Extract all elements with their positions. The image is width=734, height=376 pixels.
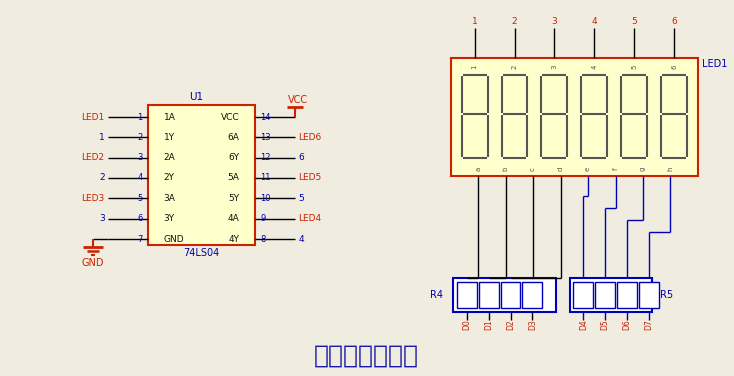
Text: 9: 9 — [261, 214, 266, 223]
Text: GND: GND — [164, 235, 184, 244]
Text: 5: 5 — [631, 65, 637, 69]
Bar — [573, 282, 593, 308]
Text: D1: D1 — [484, 320, 493, 330]
Text: 5: 5 — [298, 194, 304, 203]
Text: d: d — [558, 167, 564, 171]
Text: 5: 5 — [137, 194, 142, 203]
Text: 4: 4 — [592, 18, 597, 26]
Text: D4: D4 — [579, 320, 588, 331]
Text: U1: U1 — [189, 92, 203, 102]
Text: 2: 2 — [99, 173, 105, 182]
Text: 1: 1 — [137, 112, 142, 121]
Bar — [617, 282, 637, 308]
Text: D7: D7 — [644, 320, 653, 331]
Bar — [595, 282, 615, 308]
Text: 14: 14 — [261, 112, 271, 121]
Text: e: e — [585, 167, 591, 171]
Text: c: c — [530, 167, 536, 171]
Text: 74LS04: 74LS04 — [184, 248, 219, 258]
Bar — [523, 282, 542, 308]
Text: 6: 6 — [671, 18, 677, 26]
Bar — [479, 282, 498, 308]
Text: LED1: LED1 — [81, 112, 105, 121]
Text: 5: 5 — [631, 18, 637, 26]
Text: 6Y: 6Y — [228, 153, 239, 162]
Text: 3: 3 — [137, 153, 142, 162]
Text: 1: 1 — [472, 65, 478, 69]
Text: 8: 8 — [261, 235, 266, 244]
Text: 2Y: 2Y — [164, 173, 175, 182]
Text: 1Y: 1Y — [164, 133, 175, 142]
Text: 7: 7 — [137, 235, 142, 244]
Bar — [451, 58, 698, 176]
Text: LED6: LED6 — [298, 133, 321, 142]
Bar — [570, 278, 652, 312]
Text: 12: 12 — [261, 153, 271, 162]
Text: R5: R5 — [660, 290, 673, 300]
Text: LED3: LED3 — [81, 194, 105, 203]
Text: 5A: 5A — [228, 173, 239, 182]
Text: a: a — [475, 167, 482, 171]
Text: D2: D2 — [506, 320, 515, 330]
Text: LED4: LED4 — [298, 214, 321, 223]
Text: 4: 4 — [137, 173, 142, 182]
Bar — [453, 278, 556, 312]
Text: D0: D0 — [462, 320, 471, 331]
Text: R4: R4 — [429, 290, 443, 300]
Bar — [639, 282, 659, 308]
Text: 6A: 6A — [228, 133, 239, 142]
Text: 11: 11 — [261, 173, 271, 182]
Text: 2: 2 — [137, 133, 142, 142]
Text: 3: 3 — [551, 18, 557, 26]
Text: D6: D6 — [622, 320, 632, 331]
Text: g: g — [640, 167, 646, 171]
Text: 2: 2 — [512, 18, 517, 26]
Text: 2: 2 — [512, 65, 517, 69]
Text: 4A: 4A — [228, 214, 239, 223]
Text: 5Y: 5Y — [228, 194, 239, 203]
Bar — [148, 105, 255, 245]
Text: 数码管显示模块: 数码管显示模块 — [313, 344, 418, 368]
Text: 2A: 2A — [164, 153, 175, 162]
Text: 4Y: 4Y — [228, 235, 239, 244]
Text: 4: 4 — [592, 65, 597, 69]
Text: f: f — [613, 168, 619, 170]
Bar — [501, 282, 520, 308]
Text: GND: GND — [81, 258, 104, 268]
Text: LED5: LED5 — [298, 173, 321, 182]
Text: 1: 1 — [99, 133, 105, 142]
Text: b: b — [503, 167, 509, 171]
Text: 10: 10 — [261, 194, 271, 203]
Text: 13: 13 — [261, 133, 271, 142]
Text: D3: D3 — [528, 320, 537, 331]
Bar — [457, 282, 476, 308]
Text: 4: 4 — [298, 235, 304, 244]
Text: LED1: LED1 — [702, 59, 727, 69]
Text: 1A: 1A — [164, 112, 175, 121]
Text: 6: 6 — [671, 65, 677, 69]
Text: 1: 1 — [472, 18, 478, 26]
Text: VCC: VCC — [221, 112, 239, 121]
Text: 3: 3 — [99, 214, 105, 223]
Text: 6: 6 — [137, 214, 142, 223]
Text: 3Y: 3Y — [164, 214, 175, 223]
Text: 3: 3 — [551, 65, 557, 69]
Text: D5: D5 — [600, 320, 610, 331]
Text: 3A: 3A — [164, 194, 175, 203]
Text: 6: 6 — [298, 153, 304, 162]
Text: LED2: LED2 — [81, 153, 105, 162]
Text: VCC: VCC — [288, 95, 308, 105]
Text: h: h — [667, 167, 674, 171]
